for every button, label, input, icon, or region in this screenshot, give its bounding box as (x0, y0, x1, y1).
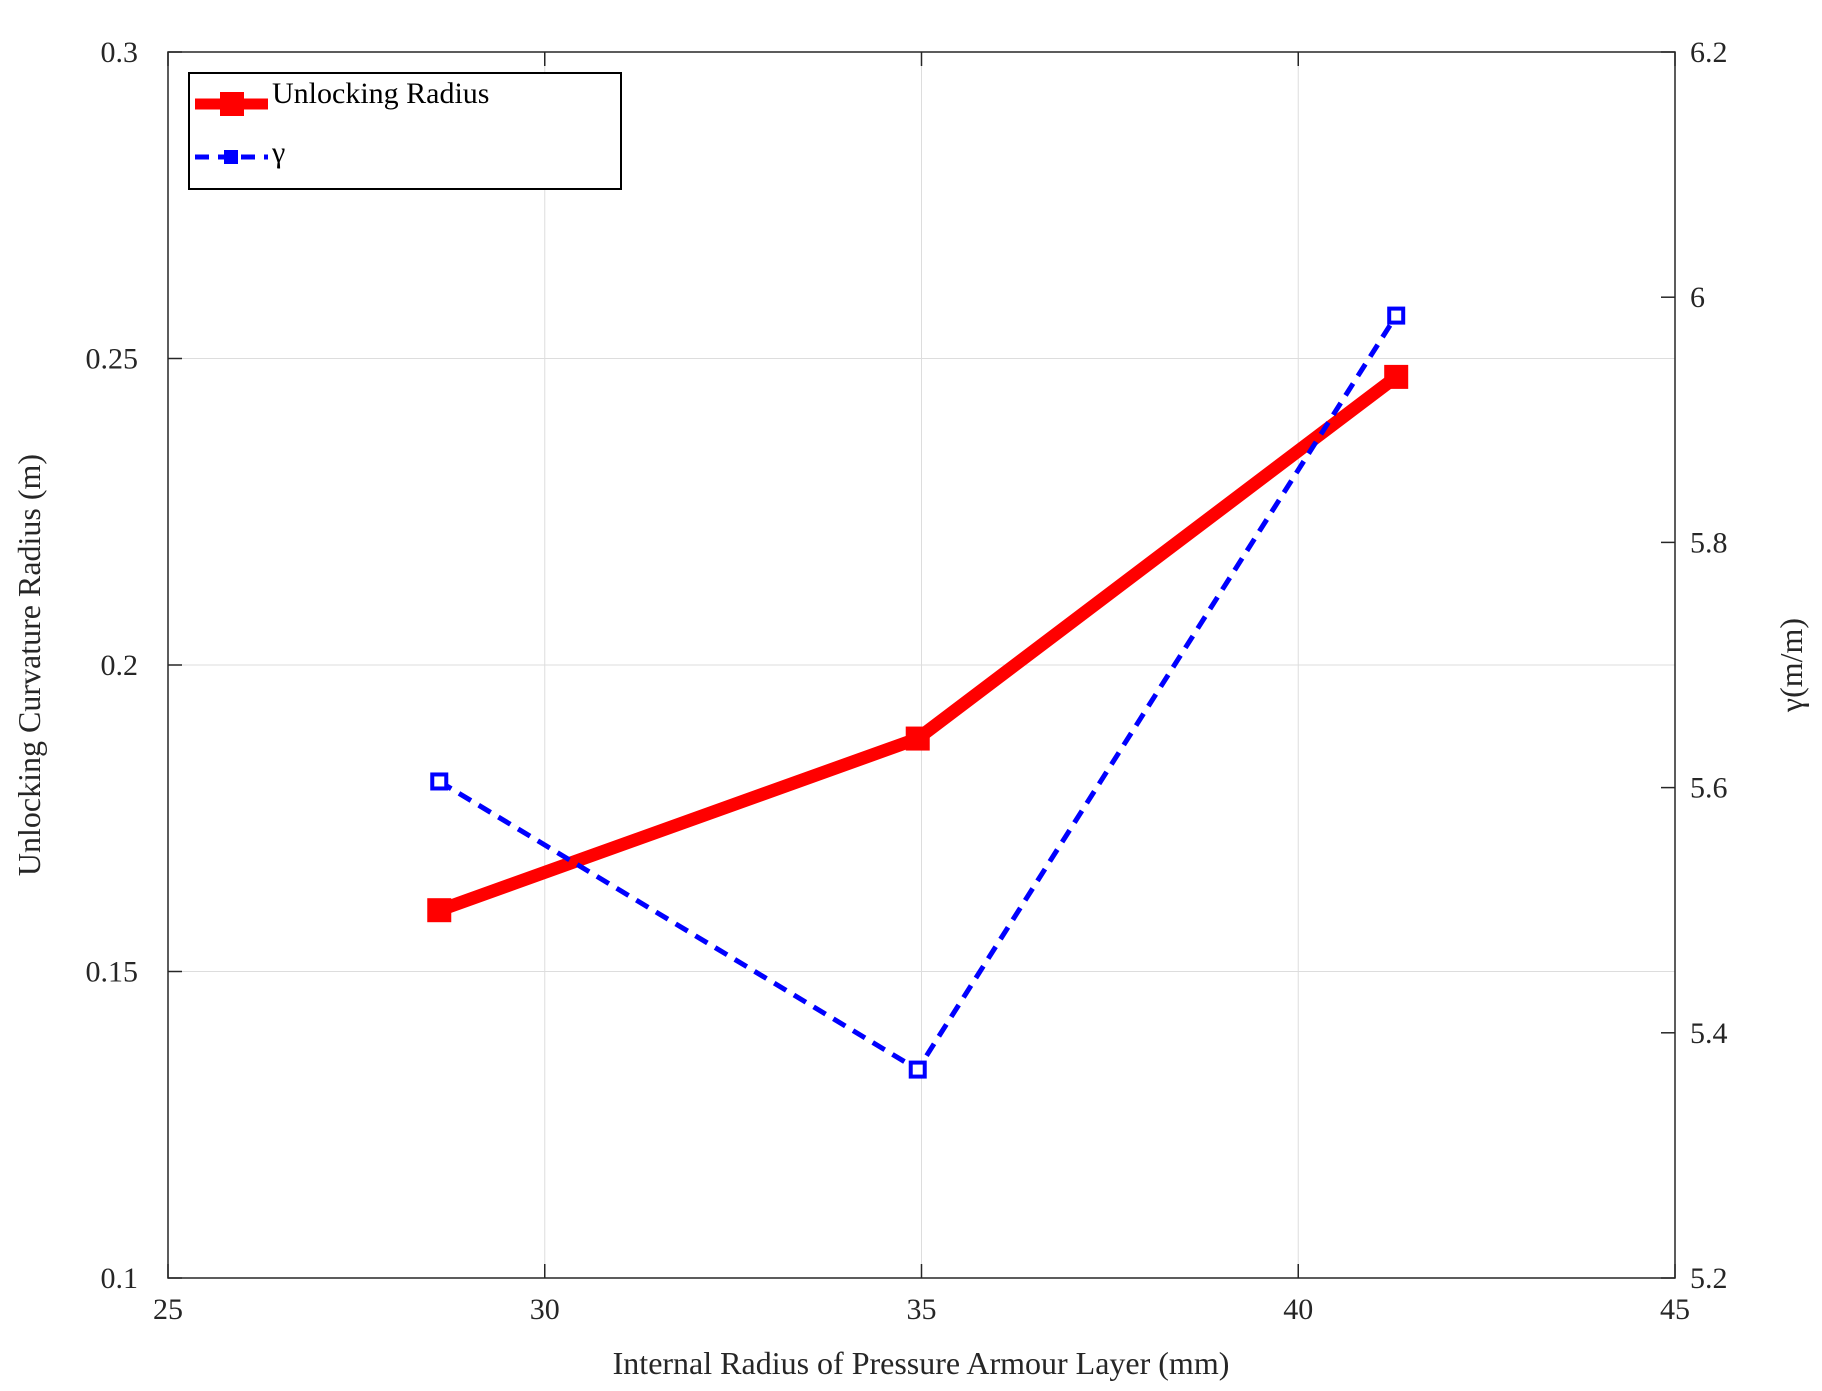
x-tick-label: 35 (907, 1293, 937, 1326)
x-tick-label: 40 (1283, 1293, 1313, 1326)
legend-box (188, 72, 622, 190)
x-tick-label: 25 (153, 1293, 183, 1326)
y-left-tick-label: 0.15 (86, 956, 139, 989)
data-point-unlocking-radius (1384, 364, 1409, 389)
x-axis-title: Internal Radius of Pressure Armour Layer… (613, 1345, 1230, 1381)
y-right-tick-label: 6 (1690, 281, 1705, 314)
y-left-tick-label: 0.2 (101, 649, 139, 682)
legend-marker-gamma (224, 150, 238, 164)
legend-label-gamma: γ (271, 136, 285, 169)
data-point-unlocking-radius (905, 726, 930, 751)
y-right-tick-label: 5.6 (1690, 772, 1728, 805)
y-left-tick-label: 0.25 (86, 343, 139, 376)
y-right-tick-label: 6.2 (1690, 36, 1728, 69)
data-point-gamma (430, 772, 449, 791)
series-layer (427, 306, 1409, 1079)
data-point-gamma (1387, 306, 1406, 325)
y-right-tick-label: 5.4 (1690, 1017, 1728, 1050)
x-tick-label: 45 (1660, 1293, 1690, 1326)
data-point-unlocking-radius (427, 898, 452, 923)
y-right-tick-label: 5.8 (1690, 526, 1728, 559)
data-point-gamma (908, 1060, 927, 1079)
ticks: 25 30 35 40 45 0.1 0.15 0.2 0.25 0.3 5.2 5.4 5.6 5.8 6… (86, 36, 1728, 1326)
grid (168, 52, 1675, 1278)
x-tick-label: 30 (530, 1293, 560, 1326)
y-axis-right-title: γ(m/m) (1773, 618, 1809, 713)
y-axis-left-title: Unlocking Curvature Radius (m) (11, 454, 47, 876)
legend: Unlocking Radius γ (188, 72, 622, 190)
legend-marker-unlocking-radius (220, 92, 244, 116)
y-left-tick-label: 0.3 (101, 36, 139, 69)
legend-label-unlocking-radius: Unlocking Radius (272, 77, 490, 110)
y-left-tick-label: 0.1 (101, 1262, 139, 1295)
y-right-tick-label: 5.2 (1690, 1262, 1728, 1295)
